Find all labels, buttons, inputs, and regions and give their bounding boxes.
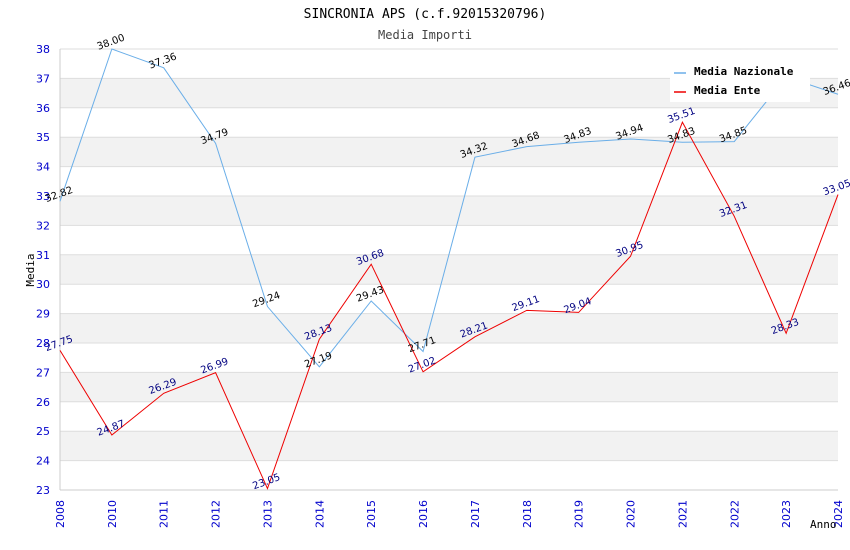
data-label: 29.24 bbox=[251, 290, 282, 310]
data-label: 23.05 bbox=[251, 472, 282, 492]
legend-box bbox=[670, 60, 810, 102]
y-tick-label: 36 bbox=[36, 102, 50, 115]
grid-band bbox=[60, 431, 838, 461]
y-tick-label: 27 bbox=[36, 366, 50, 379]
series-lines bbox=[59, 48, 839, 490]
x-axis-label: Anno bbox=[810, 518, 837, 531]
x-tick-label: 2013 bbox=[261, 500, 274, 528]
y-tick-label: 30 bbox=[36, 278, 50, 291]
grid-band bbox=[60, 196, 838, 226]
x-tick-label: 2015 bbox=[365, 500, 378, 528]
x-tick-label: 2020 bbox=[625, 500, 638, 528]
y-tick-label: 33 bbox=[36, 190, 50, 203]
x-tick-label: 2017 bbox=[469, 500, 482, 528]
grid-band bbox=[60, 254, 838, 285]
chart-subtitle: Media Importi bbox=[378, 28, 472, 42]
y-tick-label: 32 bbox=[36, 219, 50, 232]
x-tick-label: 2008 bbox=[54, 500, 67, 528]
x-tick-label: 2023 bbox=[780, 500, 793, 528]
series-line-media-nazionale bbox=[59, 48, 839, 368]
x-tick-label: 2019 bbox=[573, 500, 586, 528]
y-tick-label: 26 bbox=[36, 396, 50, 409]
y-tick-label: 37 bbox=[36, 72, 50, 85]
plot-background-bands bbox=[60, 78, 838, 461]
y-tick-label: 25 bbox=[36, 425, 50, 438]
x-tick-label: 2016 bbox=[417, 500, 430, 528]
grid-band bbox=[60, 372, 838, 402]
x-tick-labels: 2008 2010 2011 2012 2013 2014 2015 2016 2017 2018… bbox=[54, 500, 845, 528]
legend: Media Nazionale Media Ente bbox=[670, 60, 810, 102]
x-tick-label: 2021 bbox=[676, 500, 689, 528]
x-tick-label: 2024 bbox=[832, 500, 845, 528]
y-tick-label: 31 bbox=[36, 249, 50, 262]
y-axis-label: Media bbox=[24, 253, 37, 286]
y-tick-label: 24 bbox=[36, 455, 50, 468]
data-label: 38.00 bbox=[96, 33, 127, 53]
y-tick-label: 29 bbox=[36, 308, 50, 321]
x-tick-label: 2010 bbox=[106, 500, 119, 528]
x-tick-label: 2018 bbox=[521, 500, 534, 528]
chart-title: SINCRONIA APS (c.f.92015320796) bbox=[304, 7, 547, 22]
x-tick-label: 2011 bbox=[158, 500, 171, 528]
y-tick-label: 38 bbox=[36, 43, 50, 56]
x-tick-label: 2022 bbox=[728, 500, 741, 528]
y-tick-label: 35 bbox=[36, 131, 50, 144]
x-tick-label: 2012 bbox=[210, 500, 223, 528]
y-tick-labels: 23 24 25 26 27 28 29 30 31 32 33 34 35 36 37 38 bbox=[36, 43, 50, 497]
series-line-media-ente bbox=[59, 121, 839, 490]
legend-label-media-nazionale: Media Nazionale bbox=[694, 65, 794, 78]
data-label: 35.51 bbox=[666, 106, 697, 126]
y-tick-label: 23 bbox=[36, 484, 50, 497]
data-label: 33.05 bbox=[822, 178, 850, 198]
grid-band bbox=[60, 313, 838, 343]
legend-label-media-ente: Media Ente bbox=[694, 84, 761, 97]
data-label: 37.36 bbox=[148, 51, 179, 71]
y-tick-label: 34 bbox=[36, 161, 50, 174]
y-tick-label: 28 bbox=[36, 337, 50, 350]
x-tick-label: 2014 bbox=[313, 500, 326, 528]
